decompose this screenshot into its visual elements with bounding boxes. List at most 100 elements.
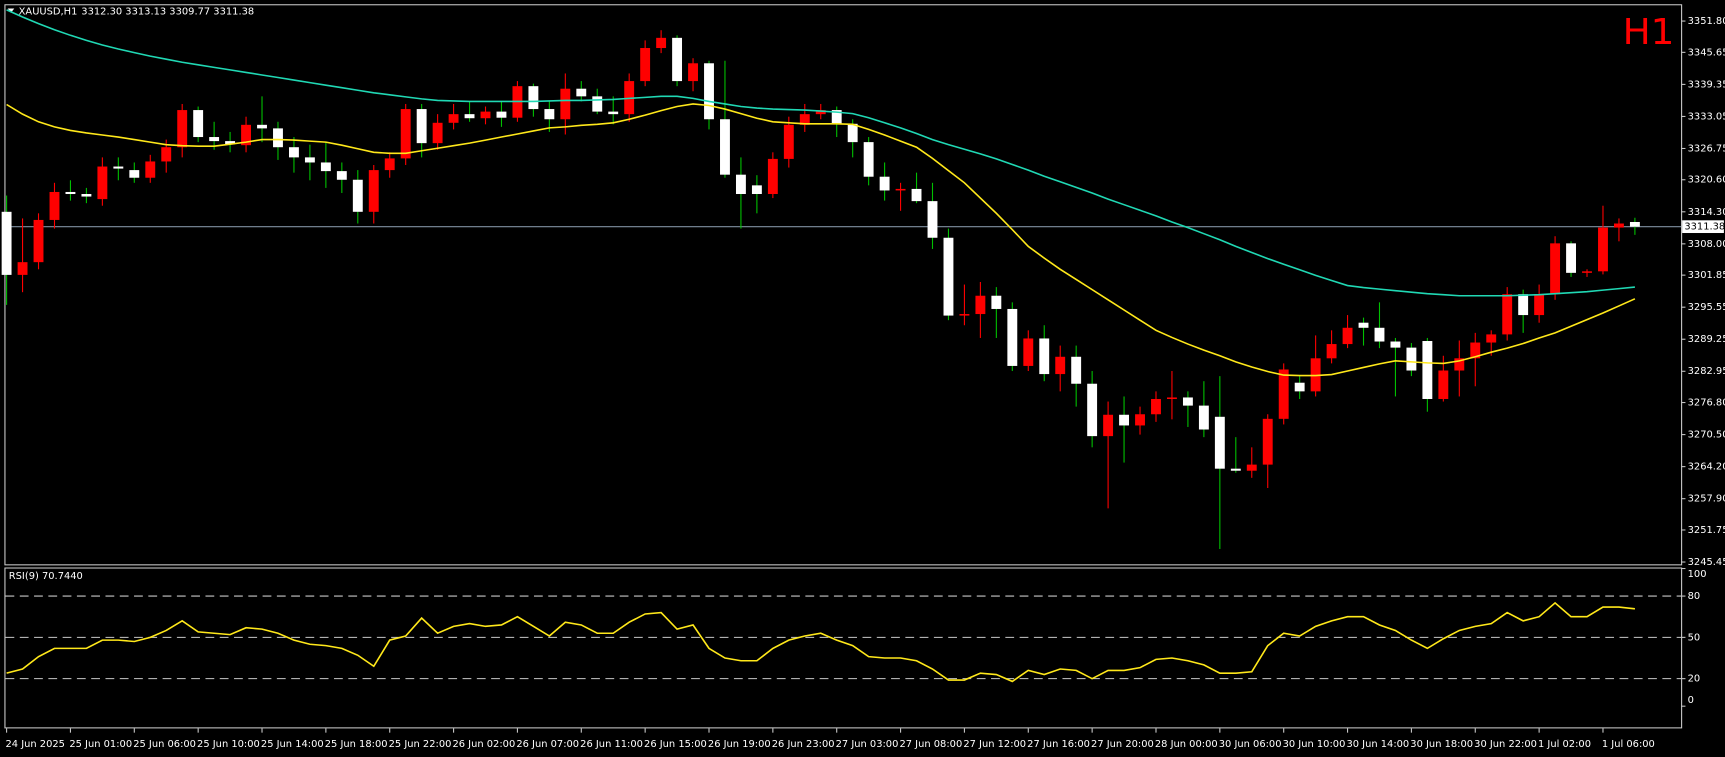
candle-body bbox=[1087, 383, 1098, 437]
candle-body bbox=[352, 179, 363, 212]
main-panel bbox=[4, 4, 1683, 566]
candle-body bbox=[177, 110, 188, 148]
candle-body bbox=[1566, 243, 1576, 273]
x-tick-label: 30 Jun 22:00 bbox=[1474, 739, 1537, 750]
candle-body bbox=[33, 219, 44, 263]
y-tick-label: 3351.80 bbox=[1688, 16, 1725, 27]
candle-body bbox=[608, 111, 619, 115]
y-tick-label: 3295.55 bbox=[1688, 302, 1725, 313]
candle-body bbox=[1182, 397, 1193, 406]
y-tick-label: 20 bbox=[1688, 674, 1701, 685]
candle-body bbox=[1246, 464, 1257, 471]
candle-body bbox=[464, 114, 475, 119]
candle-body bbox=[640, 48, 651, 82]
candle-body bbox=[1582, 271, 1592, 273]
y-tick-label: 50 bbox=[1688, 632, 1701, 643]
y-tick-label: 3326.75 bbox=[1688, 144, 1725, 155]
y-tick-label: 3320.60 bbox=[1688, 175, 1725, 186]
candle-body bbox=[815, 110, 826, 115]
candle-body bbox=[145, 161, 156, 178]
current-price-label: 3311.38 bbox=[1684, 222, 1725, 233]
y-tick-label: 3289.25 bbox=[1688, 334, 1725, 345]
candle-body bbox=[65, 191, 76, 195]
candle-body bbox=[273, 128, 283, 148]
candle-body bbox=[799, 114, 810, 125]
candle-body bbox=[368, 170, 379, 212]
candle-body bbox=[831, 110, 842, 124]
rsi-line bbox=[6, 601, 1635, 683]
x-tick-label: 26 Jun 11:00 bbox=[580, 739, 643, 750]
x-tick-label: 25 Jun 14:00 bbox=[261, 739, 324, 750]
candle-body bbox=[544, 109, 555, 120]
candle-body bbox=[560, 88, 571, 120]
candle-body bbox=[1550, 243, 1561, 295]
x-tick-label: 28 Jun 00:00 bbox=[1155, 739, 1218, 750]
candle-body bbox=[1007, 308, 1018, 366]
candle-body bbox=[1214, 416, 1225, 469]
rsi-label: RSI(9) 70.7440 bbox=[9, 571, 83, 582]
y-tick-label: 3345.65 bbox=[1688, 47, 1725, 58]
candle-body bbox=[432, 122, 443, 144]
candle-body bbox=[1055, 356, 1066, 375]
candle-body bbox=[895, 188, 906, 191]
x-tick-label: 27 Jun 03:00 bbox=[836, 739, 899, 750]
candle-body bbox=[879, 176, 890, 191]
y-tick-label: 3264.20 bbox=[1688, 462, 1725, 473]
candle-body bbox=[592, 96, 603, 112]
candle-body bbox=[1278, 369, 1289, 419]
candle-body bbox=[672, 37, 683, 82]
x-tick-label: 27 Jun 08:00 bbox=[899, 739, 962, 750]
x-tick-label: 30 Jun 14:00 bbox=[1346, 739, 1409, 750]
candle-body bbox=[1, 211, 12, 275]
candle-body bbox=[1198, 405, 1209, 430]
y-tick-label: 3245.45 bbox=[1688, 557, 1725, 568]
y-tick-label: 80 bbox=[1688, 591, 1701, 602]
candle-body bbox=[720, 119, 730, 175]
candle-body bbox=[257, 124, 267, 129]
candle-body bbox=[400, 109, 411, 159]
candle-body bbox=[81, 194, 92, 197]
candle-body bbox=[863, 142, 874, 177]
candle-body bbox=[1342, 327, 1353, 345]
x-tick-label: 26 Jun 23:00 bbox=[772, 739, 835, 750]
candle-body bbox=[1103, 414, 1114, 437]
candle-body bbox=[783, 124, 794, 159]
candle-body bbox=[1262, 418, 1273, 465]
candle-body bbox=[975, 295, 986, 315]
x-tick-label: 27 Jun 12:00 bbox=[963, 739, 1026, 750]
candle-body bbox=[416, 109, 427, 144]
candle-body bbox=[161, 147, 172, 162]
y-tick-label: 3282.95 bbox=[1688, 366, 1725, 377]
current-price-box bbox=[1682, 220, 1724, 234]
x-tick-label: 1 Jul 06:00 bbox=[1602, 739, 1655, 750]
y-tick-label: 3276.80 bbox=[1688, 398, 1725, 409]
x-tick-label: 25 Jun 01:00 bbox=[69, 739, 132, 750]
period-label: H1 bbox=[1623, 11, 1675, 53]
x-tick-label: 26 Jun 07:00 bbox=[516, 739, 579, 750]
y-tick-label: 3333.05 bbox=[1688, 112, 1725, 123]
candle-body bbox=[1071, 356, 1082, 384]
candle-body bbox=[991, 295, 1002, 309]
candle-body bbox=[1470, 342, 1481, 359]
candle-body bbox=[1390, 341, 1401, 348]
candle-body bbox=[1406, 347, 1417, 371]
candle-body bbox=[1358, 322, 1369, 328]
x-tick-label: 1 Jul 02:00 bbox=[1538, 739, 1591, 750]
x-tick-label: 26 Jun 15:00 bbox=[644, 739, 707, 750]
candle-body bbox=[1613, 223, 1624, 228]
candle-body bbox=[1598, 227, 1608, 272]
candle-body bbox=[384, 158, 395, 171]
candle-body bbox=[1438, 370, 1449, 399]
y-tick-label: 3257.90 bbox=[1688, 494, 1725, 505]
candle-body bbox=[209, 137, 220, 142]
x-tick-label: 25 Jun 06:00 bbox=[133, 739, 196, 750]
y-tick-label: 3339.35 bbox=[1688, 79, 1725, 90]
candle-body bbox=[927, 201, 938, 238]
candle-body bbox=[193, 110, 204, 138]
candle-body bbox=[943, 237, 954, 316]
candle-body bbox=[225, 141, 236, 145]
candle-body bbox=[1629, 221, 1640, 227]
symbol-icon bbox=[7, 8, 15, 13]
